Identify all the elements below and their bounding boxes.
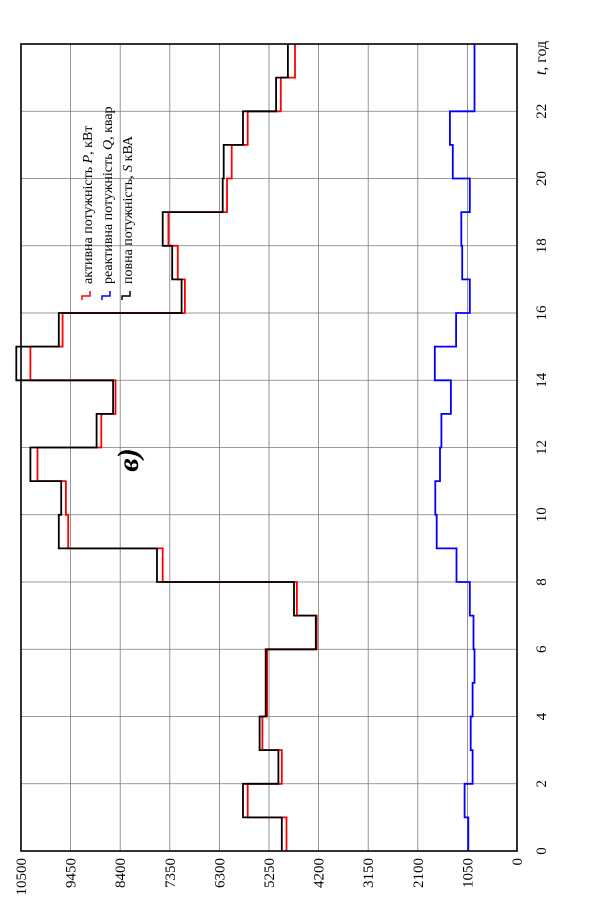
legend-label-active: активна потужність P, кВт — [81, 126, 96, 284]
series-line-1 — [433, 44, 476, 851]
plot-frame — [20, 43, 518, 852]
y-tick-label-6300: 6300 — [212, 858, 228, 888]
y-tick-label-1050: 1050 — [460, 858, 476, 888]
x-tick-label-0: 0 — [534, 847, 550, 855]
x-tick-label-4: 4 — [534, 712, 550, 720]
legend-label-reactive: реактивна потужність Q, квар — [101, 106, 116, 284]
y-tick-label-2100: 2100 — [411, 858, 427, 888]
legend-item-reactive: реактивна потужність Q, квар — [101, 106, 116, 300]
y-tick-label-0: 0 — [510, 858, 526, 866]
legend-item-active: активна потужність P, кВт — [81, 126, 96, 300]
x-axis-unit: , год — [533, 41, 550, 71]
x-tick-label-12: 12 — [534, 440, 550, 455]
legend: активна потужність P, кВт реактивна поту… — [81, 106, 136, 300]
x-axis-label: t, год — [533, 41, 550, 75]
subfigure-label: в) — [112, 448, 145, 471]
series-line-2 — [15, 44, 317, 851]
x-tick-labels: 0 2 4 6 8 10 12 14 16 18 20 22 — [534, 104, 550, 855]
x-tick-label-10: 10 — [534, 507, 550, 522]
y-tick-label-10500: 10500 — [14, 858, 30, 896]
x-tick-label-22: 22 — [534, 104, 550, 119]
y-tick-label-5250: 5250 — [262, 858, 278, 888]
y-tick-label-8400: 8400 — [113, 858, 129, 888]
series-group — [15, 44, 476, 851]
y-tick-label-7350: 7350 — [163, 858, 179, 888]
legend-label-apparent: повна потужність, S кВА — [121, 135, 136, 284]
y-tick-label-4200: 4200 — [312, 858, 328, 888]
y-tick-label-3150: 3150 — [361, 858, 377, 888]
legend-swatch-apparent — [121, 291, 131, 300]
x-tick-label-8: 8 — [534, 578, 550, 586]
x-tick-label-2: 2 — [534, 780, 550, 788]
legend-swatch-reactive — [101, 291, 111, 300]
x-tick-label-20: 20 — [534, 171, 550, 186]
x-tick-label-6: 6 — [534, 645, 550, 653]
y-tick-label-9450: 9450 — [64, 858, 80, 888]
x-axis-variable: t — [533, 70, 550, 75]
x-tick-label-18: 18 — [534, 238, 550, 253]
legend-item-apparent: повна потужність, S кВА — [121, 135, 136, 300]
x-axis-label-text: t, год — [533, 41, 550, 75]
x-tick-label-16: 16 — [534, 305, 550, 321]
y-tick-labels: 0 1050 2100 3150 4200 5250 6300 7350 8400 9450 105… — [14, 858, 526, 896]
x-tick-label-14: 14 — [534, 372, 550, 388]
legend-swatch-active — [81, 291, 91, 300]
